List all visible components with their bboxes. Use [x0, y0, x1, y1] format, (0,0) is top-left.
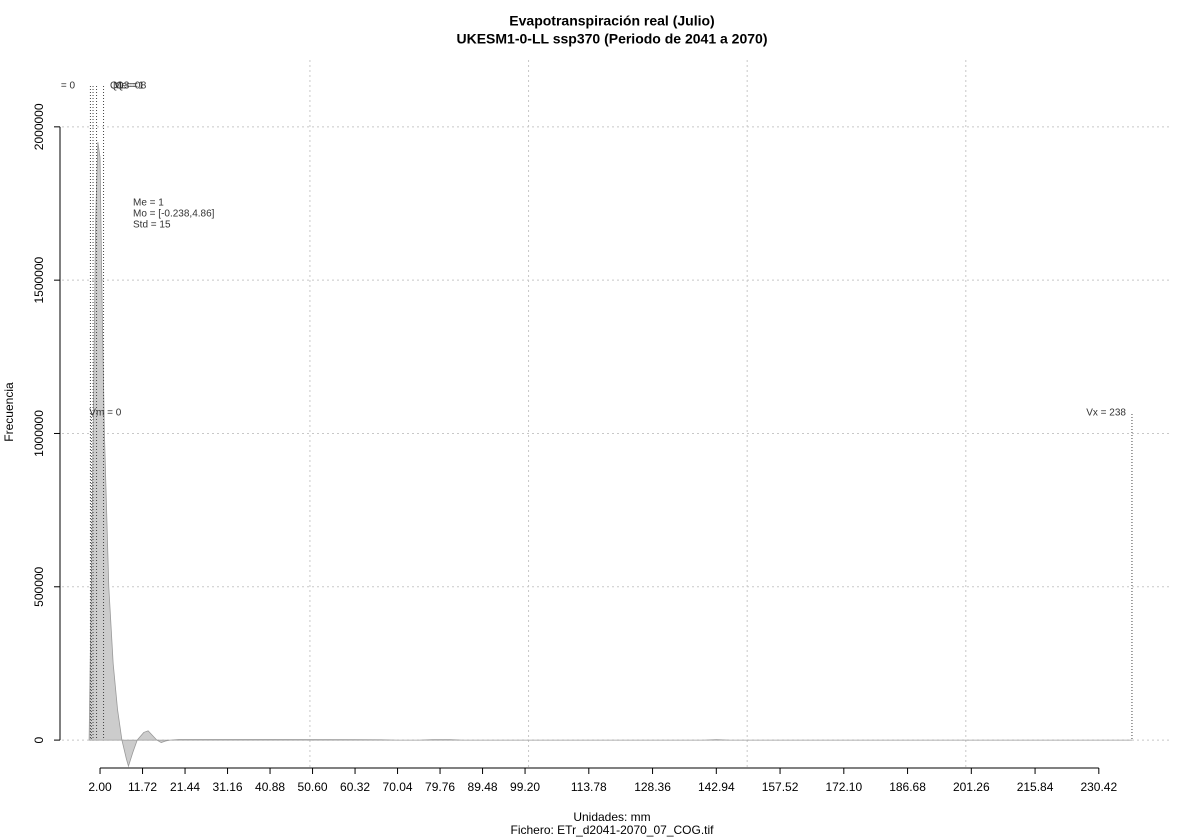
chart-title: Evapotranspiración real (Julio)	[509, 13, 714, 29]
density-area	[88, 142, 1132, 768]
x-tick-label: 142.94	[698, 780, 735, 794]
x-axis-label: Unidades: mm	[573, 810, 650, 824]
y-axis-label: Frecuencia	[2, 382, 16, 442]
x-tick-label: 70.04	[383, 780, 413, 794]
x-tick-label: 79.76	[425, 780, 455, 794]
x-tick-label: 215.84	[1017, 780, 1054, 794]
stat-label: Me = 1	[133, 198, 164, 209]
marker-label: = 0	[61, 81, 76, 92]
chart-subtitle: UKESM1-0-LL ssp370 (Periodo de 2041 a 20…	[457, 31, 768, 47]
x-tick-label: 201.26	[953, 780, 990, 794]
x-tick-label: 99.20	[510, 780, 540, 794]
x-tick-label: 60.32	[340, 780, 370, 794]
x-tick-label: 172.10	[825, 780, 862, 794]
x-tick-label: 113.78	[571, 780, 607, 794]
marker-label: Q1 = 0	[110, 81, 141, 92]
caption: Fichero: ETr_d2041-2070_07_COG.tif	[511, 823, 715, 837]
stat-label: Std = 15	[133, 220, 171, 231]
x-tick-label: 50.60	[298, 780, 328, 794]
extreme-label: Vm = 0	[89, 408, 121, 419]
x-tick-label: 2.00	[88, 780, 112, 794]
marker-label: Q3 = 8	[116, 81, 147, 92]
x-tick-label: 89.48	[468, 780, 498, 794]
x-tick-label: 186.68	[889, 780, 926, 794]
y-tick-label: 1000000	[32, 410, 46, 457]
marker-label: Me = 1	[113, 81, 144, 92]
x-tick-label: 40.88	[255, 780, 285, 794]
y-tick-label: 2000000	[32, 103, 46, 150]
extreme-label: Vx = 238	[1086, 408, 1126, 419]
x-tick-label: 31.16	[213, 780, 243, 794]
x-tick-label: 21.44	[170, 780, 200, 794]
x-tick-label: 11.72	[128, 780, 157, 794]
x-tick-label: 128.36	[634, 780, 671, 794]
y-tick-label: 500000	[32, 566, 46, 606]
x-tick-label: 157.52	[762, 780, 799, 794]
y-tick-label: 0	[32, 736, 46, 743]
stat-label: Mo = [-0.238,4.86]	[133, 209, 215, 220]
x-tick-label: 230.42	[1080, 780, 1117, 794]
y-tick-label: 1500000	[32, 256, 46, 303]
